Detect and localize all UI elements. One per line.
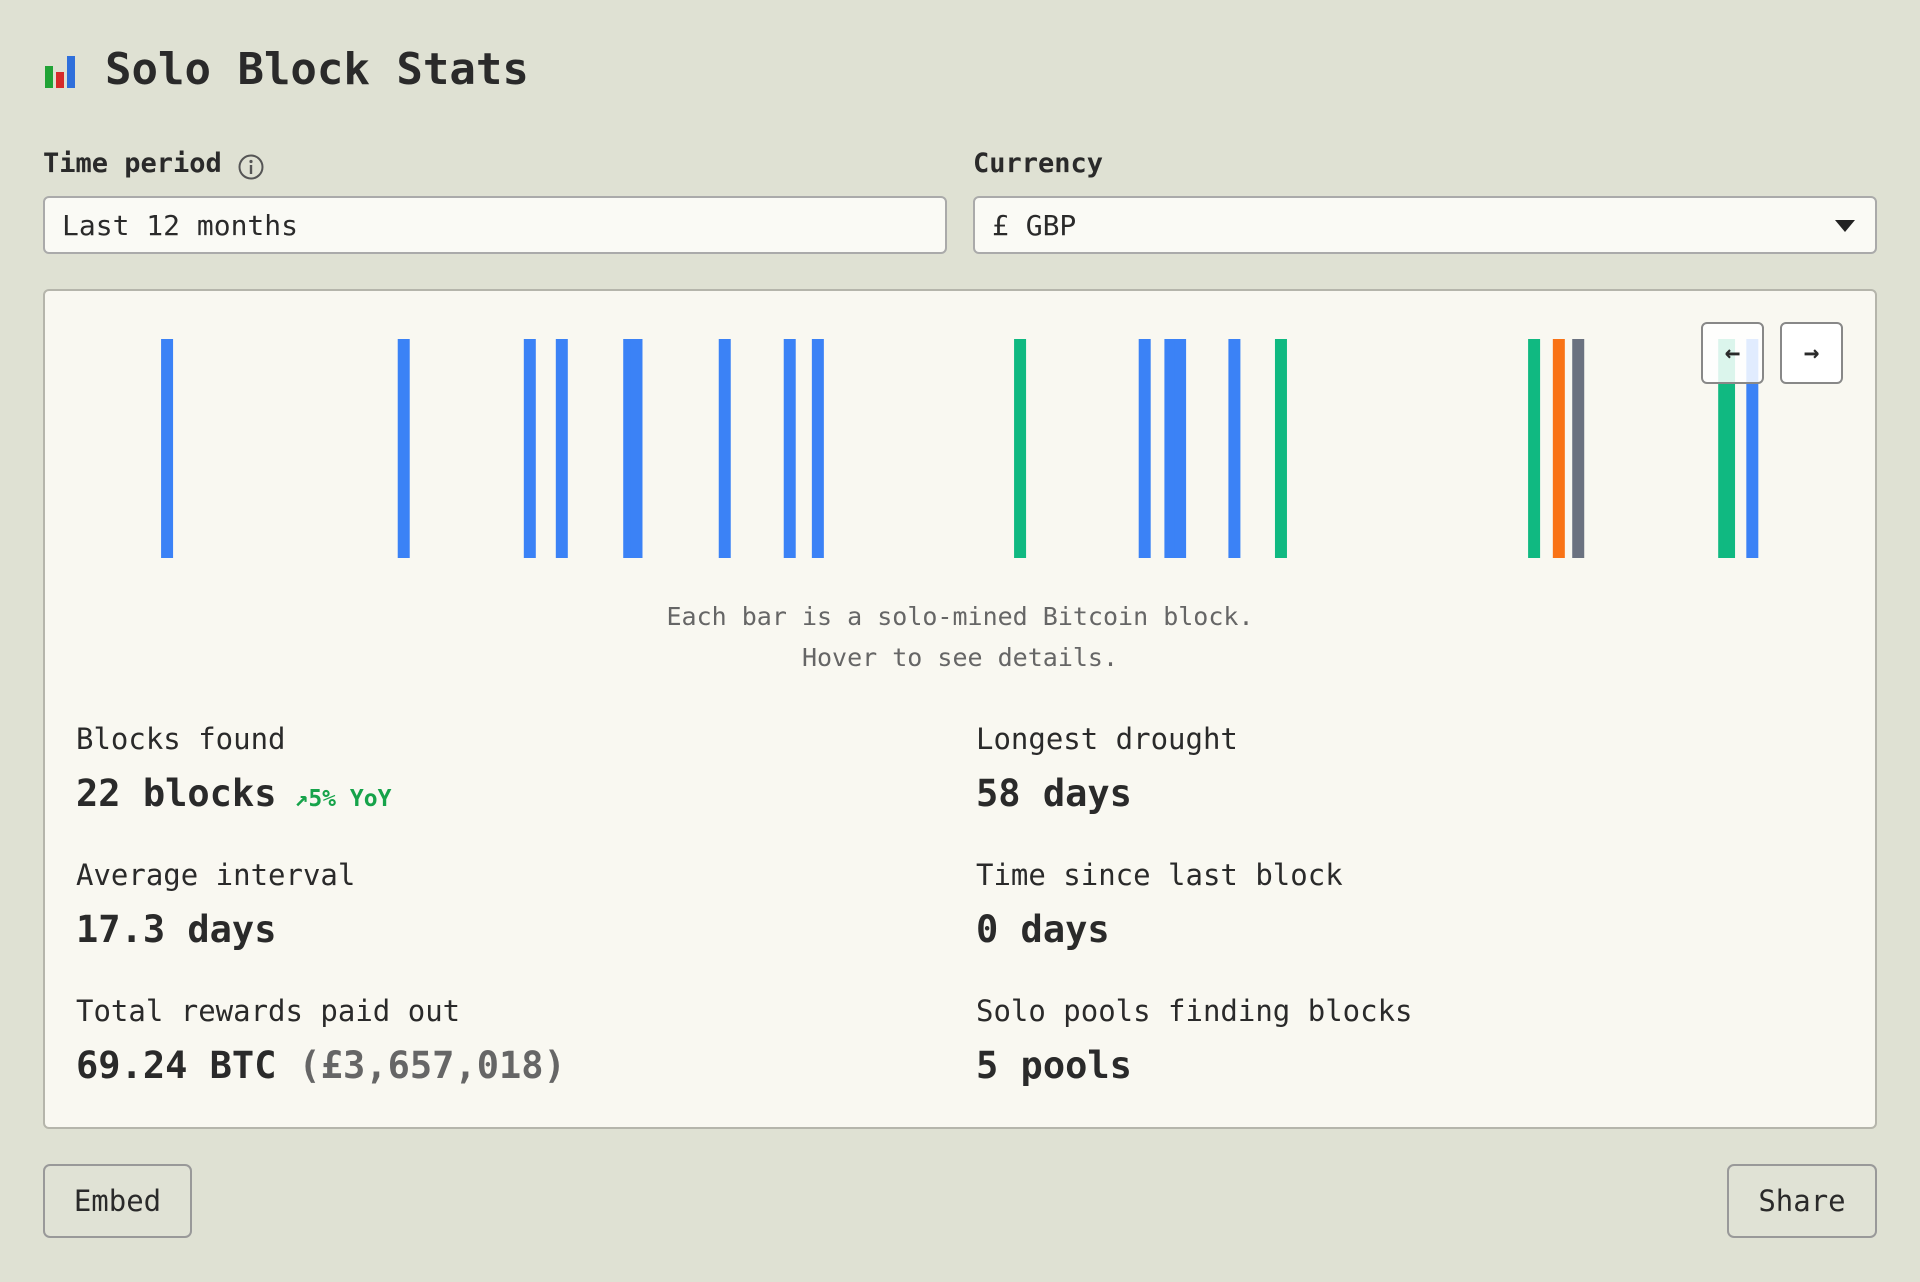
stat-value-row: 5 pools xyxy=(976,1044,1132,1087)
stat-value-row: 69.24 BTC (£3,657,018) xyxy=(76,1044,566,1087)
block-bar[interactable] xyxy=(718,339,731,558)
block-bar[interactable] xyxy=(783,339,796,558)
stat-value-row: 17.3 days xyxy=(76,908,276,951)
block-bar[interactable] xyxy=(397,339,410,558)
block-bar[interactable] xyxy=(523,339,536,558)
panel xyxy=(43,289,1877,1129)
caption: Each bar is a solo-mined Bitcoin block. … xyxy=(43,596,1877,678)
info-icon[interactable] xyxy=(237,153,265,181)
block-bar[interactable] xyxy=(1174,339,1187,558)
stat-value: 69.24 BTC xyxy=(76,1044,277,1087)
block-bar[interactable] xyxy=(161,339,174,558)
embed-button[interactable]: Embed xyxy=(43,1164,192,1238)
stat-value: 0 days xyxy=(976,908,1110,951)
block-bar[interactable] xyxy=(1528,339,1541,558)
caption-line: Each bar is a solo-mined Bitcoin block. xyxy=(666,602,1254,631)
share-button[interactable]: Share xyxy=(1727,1164,1877,1238)
stat-value: 58 days xyxy=(976,772,1132,815)
stat-secondary: (£3,657,018) xyxy=(298,1044,566,1087)
block-bar[interactable] xyxy=(630,339,643,558)
stat-label: Time since last block xyxy=(976,858,1343,892)
stat-value: 22 blocks xyxy=(76,772,277,815)
currency-select[interactable]: £ GBP xyxy=(973,196,1877,254)
stat-label: Total rewards paid out xyxy=(76,994,461,1028)
caption-line: Hover to see details. xyxy=(801,643,1119,672)
prev-button[interactable]: ← xyxy=(1701,322,1764,384)
stat-value: 5 pools xyxy=(976,1044,1132,1087)
block-bar[interactable] xyxy=(1138,339,1151,558)
block-bar[interactable] xyxy=(1274,339,1287,558)
stat-label: Solo pools finding blocks xyxy=(976,994,1413,1028)
block-bar[interactable] xyxy=(1572,339,1585,558)
stat-label: Blocks found xyxy=(76,722,286,756)
label: Currency xyxy=(973,148,1104,179)
block-bar[interactable] xyxy=(1014,339,1027,558)
stat-value-row: 0 days xyxy=(976,908,1110,951)
block-bar[interactable] xyxy=(1746,339,1759,558)
block-bar[interactable] xyxy=(555,339,568,558)
block-bar[interactable] xyxy=(1723,339,1736,558)
chart-icon xyxy=(45,56,75,88)
stat-value-row: 22 blocks ↗5% YoY xyxy=(76,772,391,815)
stat-value-row: 58 days xyxy=(976,772,1132,815)
input-value: Last 12 months xyxy=(62,208,299,242)
select-value: £ GBP xyxy=(992,208,1077,242)
stat-label: Average interval xyxy=(76,858,356,892)
dropdown-caret xyxy=(1835,220,1855,232)
title: Solo Block Stats xyxy=(105,44,529,95)
label: Time period xyxy=(43,148,222,179)
time-period-input[interactable]: Last 12 months xyxy=(43,196,947,254)
stat-value: 17.3 days xyxy=(76,908,277,951)
block-bar[interactable] xyxy=(1228,339,1241,558)
block-bar[interactable] xyxy=(811,339,824,558)
block-bar[interactable] xyxy=(1552,339,1565,558)
timeline xyxy=(161,339,1759,558)
stat-change: ↗5% YoY xyxy=(294,786,392,812)
next-button[interactable]: → xyxy=(1780,322,1843,384)
stat-label: Longest drought xyxy=(976,722,1238,756)
